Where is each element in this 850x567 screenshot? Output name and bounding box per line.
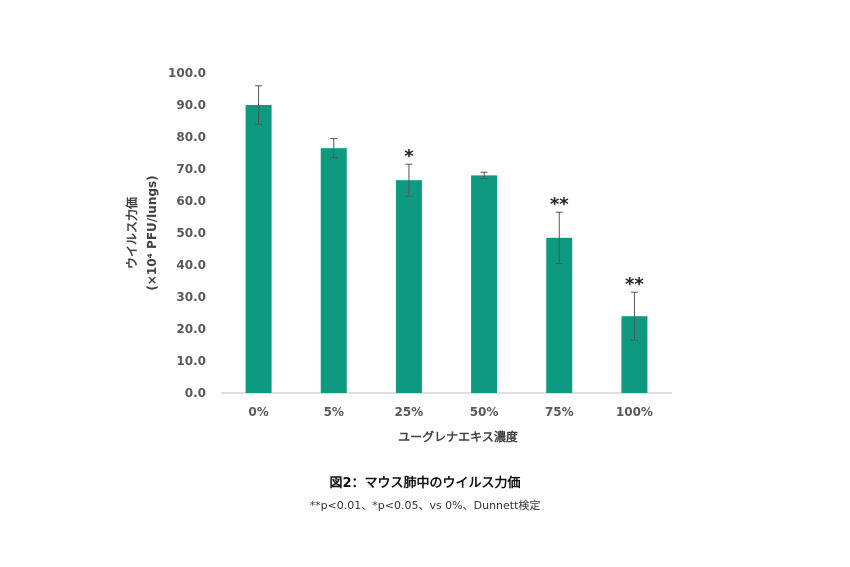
y-axis-label-line1: ウイルス力価 bbox=[124, 197, 139, 269]
y-tick-label: 90.0 bbox=[176, 98, 206, 112]
bar bbox=[395, 180, 422, 393]
x-tick-label: 100% bbox=[616, 405, 653, 419]
error-bar bbox=[630, 291, 638, 341]
figure-note: **p<0.01、*p<0.05、vs 0%、Dunnett検定 bbox=[309, 499, 541, 512]
y-tick-label: 20.0 bbox=[176, 322, 206, 336]
error-bar bbox=[555, 211, 563, 264]
error-bar bbox=[255, 85, 263, 125]
y-tick-label: 50.0 bbox=[176, 226, 206, 240]
significance-marker: ** bbox=[625, 274, 644, 295]
x-tick-label: 75% bbox=[545, 405, 574, 419]
y-tick-label: 70.0 bbox=[176, 162, 206, 176]
x-tick-label: 5% bbox=[324, 405, 344, 419]
significance-marker: ** bbox=[550, 194, 569, 215]
bar bbox=[245, 105, 272, 393]
y-tick-label: 0.0 bbox=[185, 386, 206, 400]
x-tick-label: 0% bbox=[248, 405, 268, 419]
bar-chart: 0.0 10.0 20.0 30.0 40.0 50.0 60.0 70.0 80.0 90.0 1… bbox=[124, 66, 672, 444]
y-tick-label: 80.0 bbox=[176, 130, 206, 144]
error-bar bbox=[405, 163, 413, 197]
x-tick-label: 25% bbox=[395, 405, 424, 419]
x-axis-ticks: 0% 5% 25% 50% 75% 100% bbox=[248, 405, 653, 419]
y-tick-label: 40.0 bbox=[176, 258, 206, 272]
x-tick-label: 50% bbox=[470, 405, 499, 419]
figure-title: 図2：マウス肺中のウイルス力価 bbox=[329, 476, 521, 491]
y-axis-label-line2: (×10⁴ PFU/lungs) bbox=[145, 175, 159, 290]
error-bar bbox=[480, 171, 488, 180]
x-axis-label: ユーグレナエキス濃度 bbox=[398, 429, 519, 444]
y-tick-label: 100.0 bbox=[168, 66, 206, 80]
significance-marker: * bbox=[404, 146, 414, 167]
y-axis-label: ウイルス力価 (×10⁴ PFU/lungs) bbox=[124, 175, 159, 290]
y-tick-label: 60.0 bbox=[176, 194, 206, 208]
error-bar bbox=[330, 138, 338, 159]
bar bbox=[320, 148, 347, 393]
y-axis-ticks: 0.0 10.0 20.0 30.0 40.0 50.0 60.0 70.0 80.0 90.0 1… bbox=[168, 66, 206, 400]
y-tick-label: 10.0 bbox=[176, 354, 206, 368]
y-tick-label: 30.0 bbox=[176, 290, 206, 304]
bars: ***** bbox=[245, 85, 648, 393]
bar bbox=[471, 175, 498, 393]
